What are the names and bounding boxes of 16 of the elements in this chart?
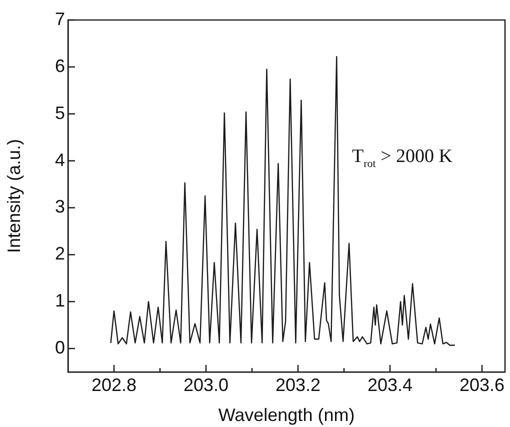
x-axis-title: Wavelength (nm): [218, 405, 355, 426]
y-tick-label: 3: [54, 196, 65, 217]
y-tick-label: 7: [54, 8, 65, 29]
annotation: T$_{rot}$ > 2000 K: [352, 146, 453, 170]
x-tick-label: 203.2: [275, 374, 321, 395]
x-tick-label: 202.8: [91, 374, 137, 395]
y-tick-label: 4: [54, 150, 65, 170]
y-axis-title: Intensity (a.u.): [4, 138, 24, 254]
y-tick-label: 0: [54, 338, 65, 358]
y-tick-label: 2: [54, 244, 65, 264]
y-tick-label: 6: [54, 56, 65, 76]
x-tick-label: 203.6: [459, 374, 505, 395]
text: 203.0: [183, 374, 229, 395]
x-tick-label: 203.4: [367, 374, 413, 395]
y-tick-label: 5: [54, 102, 65, 123]
y-tick-label: 1: [54, 290, 65, 311]
